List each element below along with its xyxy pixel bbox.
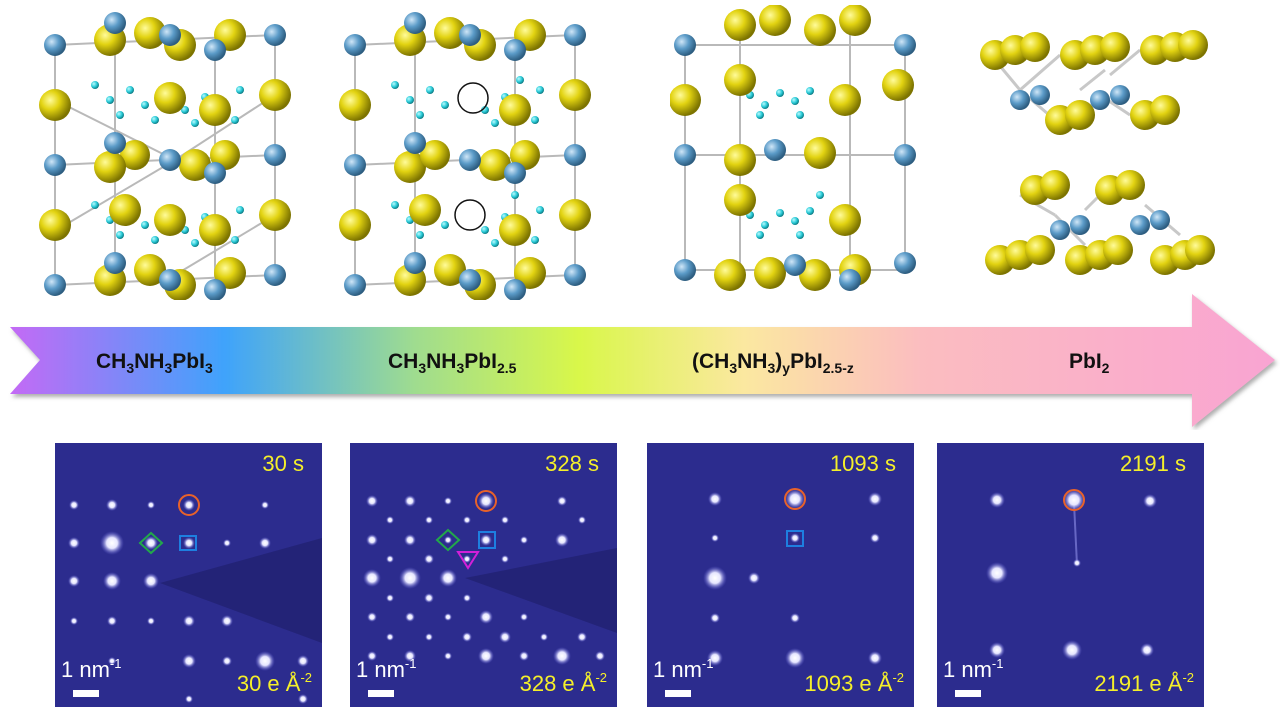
dose-label: 30 e Å-2 bbox=[236, 670, 312, 696]
diffraction-pattern bbox=[703, 488, 882, 668]
diffraction-pattern bbox=[986, 489, 1157, 660]
diffraction-pattern bbox=[363, 490, 617, 665]
time-label: 30 s bbox=[262, 451, 304, 476]
diffraction-pattern bbox=[68, 494, 322, 704]
dose-label: 2191 e Å-2 bbox=[1094, 670, 1194, 696]
marker-circle bbox=[784, 488, 806, 510]
diffraction-panel-1: 30 s 1 nm-1 30 e Å-2 bbox=[55, 443, 322, 707]
stage-label-mapbi3: CH3NH3PbI3 bbox=[96, 350, 213, 376]
structure-mapbi3 bbox=[39, 12, 291, 300]
transformation-arrow bbox=[10, 294, 1275, 427]
marker-diamond bbox=[138, 531, 164, 555]
marker-circle bbox=[1063, 489, 1085, 511]
diffraction-panel-2: 328 s 1 nm-1 328 e Å-2 bbox=[350, 443, 617, 707]
time-label: 328 s bbox=[545, 451, 599, 476]
dose-label: 328 e Å-2 bbox=[519, 670, 607, 696]
time-label: 1093 s bbox=[829, 451, 896, 476]
diffraction-panel-3: 1093 s 1 nm-1 1093 e Å-2 bbox=[647, 443, 914, 707]
scale-label: 1 nm-1 bbox=[61, 656, 122, 682]
marker-square bbox=[478, 531, 496, 549]
stage-label-mapbi2.5: CH3NH3PbI2.5 bbox=[388, 350, 517, 376]
diffraction-panel-4: 2191 s 1 nm-1 2191 e Å-2 bbox=[937, 443, 1204, 707]
marker-triangle bbox=[456, 551, 480, 570]
vacancy-circle bbox=[457, 82, 489, 114]
marker-diamond bbox=[435, 528, 461, 552]
scale-label: 1 nm-1 bbox=[943, 656, 1004, 682]
scale-bar bbox=[73, 690, 99, 697]
time-label: 2191 s bbox=[1119, 451, 1186, 476]
scale-bar bbox=[665, 690, 691, 697]
stage-label-pbi2: PbI2 bbox=[1069, 350, 1110, 376]
marker-circle bbox=[178, 494, 200, 516]
scale-bar bbox=[955, 690, 981, 697]
scale-label: 1 nm-1 bbox=[653, 656, 714, 682]
marker-square bbox=[786, 530, 804, 547]
structure-intermediate bbox=[670, 5, 916, 291]
dose-label: 1093 e Å-2 bbox=[804, 670, 904, 696]
stage-label-intermediate: (CH3NH3)yPbI2.5-z bbox=[692, 350, 854, 376]
scale-bar bbox=[368, 690, 394, 697]
scale-label: 1 nm-1 bbox=[356, 656, 417, 682]
structure-mapbi2.5 bbox=[339, 12, 591, 300]
marker-circle bbox=[475, 490, 497, 512]
vacancy-circle bbox=[454, 199, 486, 231]
marker-square bbox=[179, 535, 197, 551]
structure-pbi2 bbox=[980, 30, 1215, 275]
